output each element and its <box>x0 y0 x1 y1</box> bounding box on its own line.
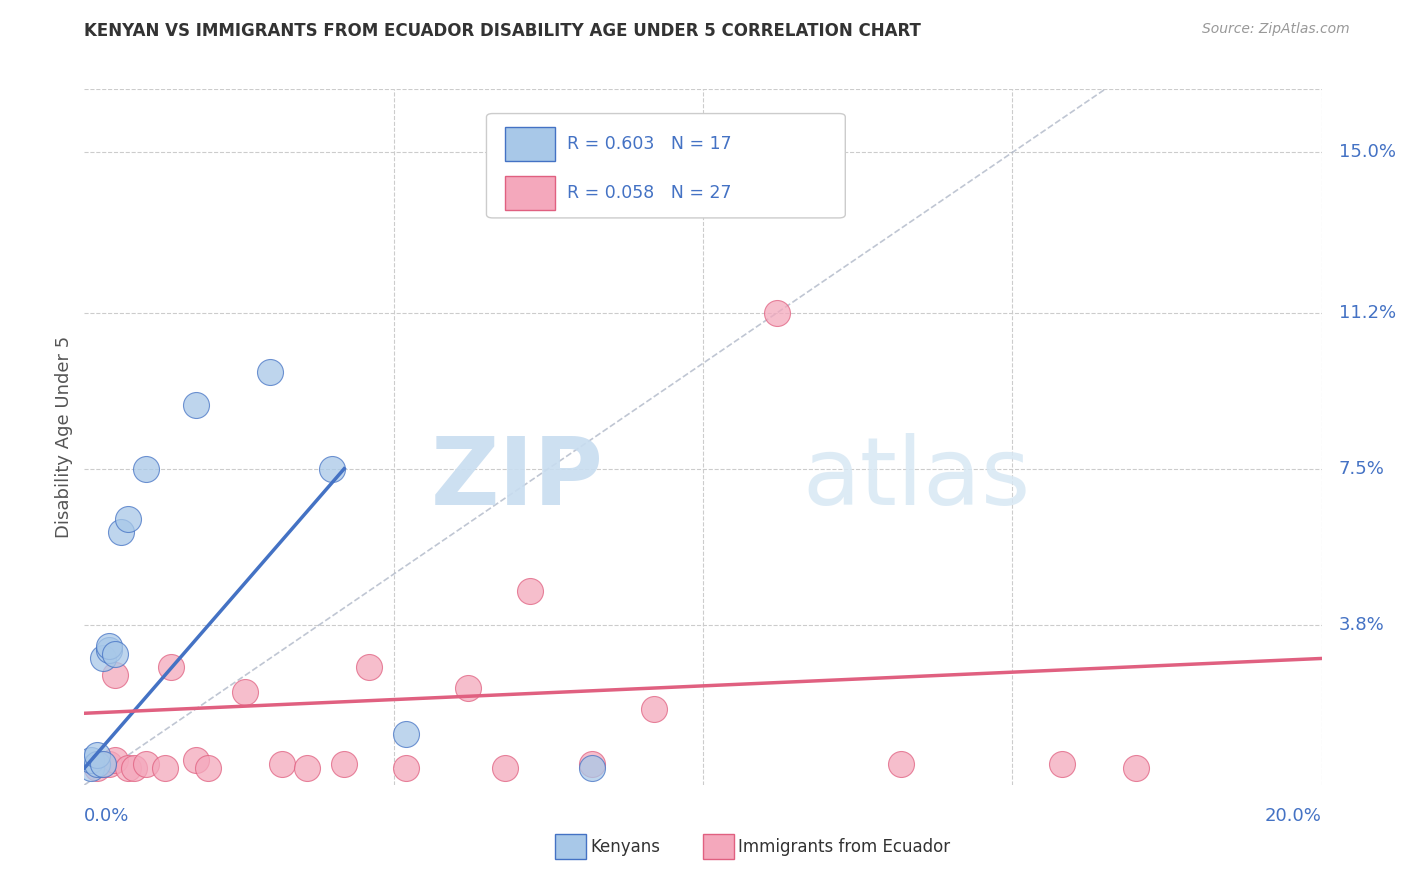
Point <box>98 643 121 657</box>
Text: R = 0.058   N = 27: R = 0.058 N = 27 <box>567 184 731 202</box>
Point <box>1125 761 1147 775</box>
Point <box>79 753 101 767</box>
FancyBboxPatch shape <box>505 176 554 210</box>
Text: 0.0%: 0.0% <box>84 807 129 825</box>
Point <box>643 702 665 716</box>
Point <box>91 756 114 771</box>
Point <box>86 748 108 763</box>
Point <box>117 761 139 775</box>
Point <box>321 461 343 475</box>
Text: ZIP: ZIP <box>432 433 605 524</box>
Text: 11.2%: 11.2% <box>1339 303 1396 322</box>
Point <box>91 756 114 771</box>
Point <box>104 753 127 767</box>
Text: 3.8%: 3.8% <box>1339 615 1385 633</box>
Point <box>766 306 789 320</box>
Text: 20.0%: 20.0% <box>1265 807 1322 825</box>
Point <box>122 761 145 775</box>
Point <box>86 761 108 775</box>
Point <box>184 753 207 767</box>
Point <box>98 756 121 771</box>
Point <box>890 756 912 771</box>
Point <box>91 651 114 665</box>
Point <box>581 756 603 771</box>
Point <box>395 761 418 775</box>
Point <box>357 660 380 674</box>
Text: Source: ZipAtlas.com: Source: ZipAtlas.com <box>1202 22 1350 37</box>
Point <box>581 761 603 775</box>
Text: 7.5%: 7.5% <box>1339 459 1385 478</box>
Point <box>519 584 541 599</box>
Text: atlas: atlas <box>801 433 1031 524</box>
Point <box>98 639 121 653</box>
Point <box>160 660 183 674</box>
Point <box>457 681 479 695</box>
Text: KENYAN VS IMMIGRANTS FROM ECUADOR DISABILITY AGE UNDER 5 CORRELATION CHART: KENYAN VS IMMIGRANTS FROM ECUADOR DISABI… <box>84 22 921 40</box>
Point <box>259 365 281 379</box>
Text: 15.0%: 15.0% <box>1339 144 1396 161</box>
Point <box>104 647 127 661</box>
Point <box>104 668 127 682</box>
FancyBboxPatch shape <box>486 113 845 218</box>
Point <box>135 461 157 475</box>
Text: R = 0.603   N = 17: R = 0.603 N = 17 <box>567 136 731 153</box>
Point <box>233 685 256 699</box>
Point <box>271 756 294 771</box>
Point <box>153 761 176 775</box>
Point <box>1050 756 1073 771</box>
Point <box>494 761 516 775</box>
Point <box>197 761 219 775</box>
FancyBboxPatch shape <box>505 128 554 161</box>
Point <box>395 727 418 741</box>
Point <box>333 756 356 771</box>
Point <box>86 756 108 771</box>
Point <box>295 761 318 775</box>
Y-axis label: Disability Age Under 5: Disability Age Under 5 <box>55 336 73 538</box>
Text: Immigrants from Ecuador: Immigrants from Ecuador <box>738 838 950 855</box>
Point <box>135 756 157 771</box>
Point <box>184 399 207 413</box>
Point <box>79 761 101 775</box>
Point <box>110 524 132 539</box>
Text: Kenyans: Kenyans <box>591 838 661 855</box>
Point <box>117 512 139 526</box>
